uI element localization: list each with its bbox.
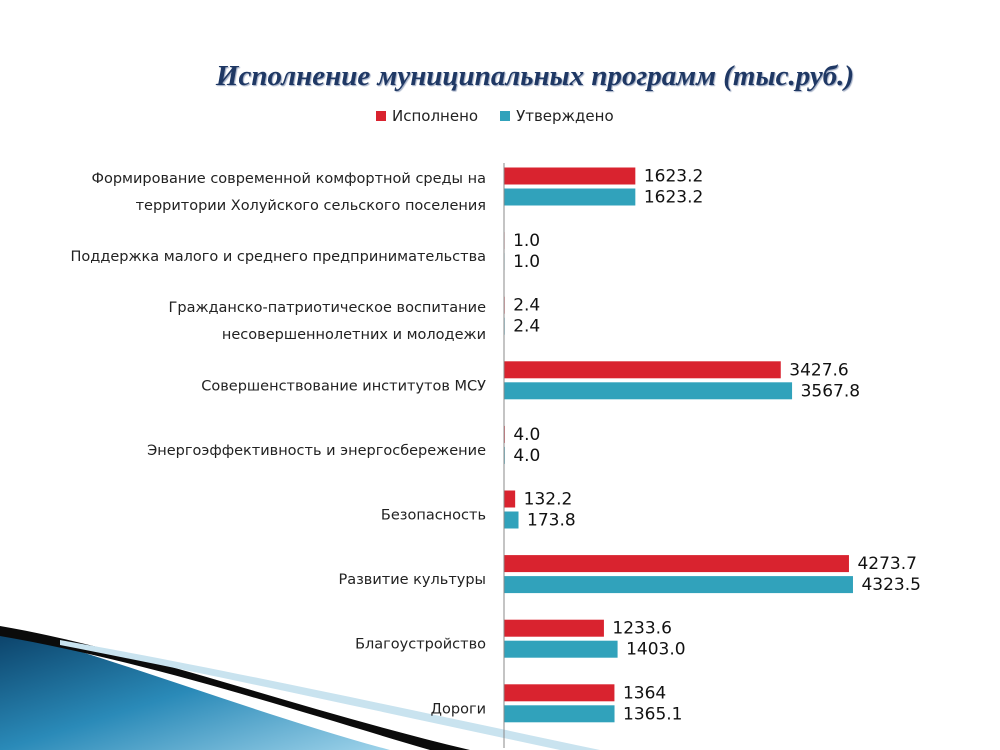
bar-executed xyxy=(504,684,615,702)
legend: Исполнено Утверждено xyxy=(376,107,636,125)
legend-swatch-executed xyxy=(376,111,386,121)
decorative-swoosh xyxy=(0,626,600,750)
value-label-approved: 1623.2 xyxy=(644,188,703,208)
category-label: Поддержка малого и среднего предпринимат… xyxy=(71,249,486,265)
legend-swatch-approved xyxy=(500,111,511,121)
value-label-approved: 173.8 xyxy=(527,511,576,531)
value-label-executed: 1364 xyxy=(623,683,666,703)
bar-approved xyxy=(504,188,636,206)
bar-executed xyxy=(504,361,781,379)
legend-label-approved: Утверждено xyxy=(516,107,614,125)
plot-area: Формирование современной комфортной сред… xyxy=(71,167,921,725)
value-label-executed: 3427.6 xyxy=(789,360,848,380)
value-label-executed: 1233.6 xyxy=(612,619,671,639)
category-label: Дороги xyxy=(431,701,486,717)
category-label: Совершенствование институтов МСУ xyxy=(201,378,486,394)
value-label-executed: 4273.7 xyxy=(857,554,916,574)
value-label-approved: 1365.1 xyxy=(623,704,682,724)
category-label: Формирование современной комфортной сред… xyxy=(91,171,486,214)
bar-approved xyxy=(504,640,618,658)
value-label-approved: 1403.0 xyxy=(626,640,685,660)
bar-approved xyxy=(504,382,793,400)
legend-item-executed: Исполнено xyxy=(376,107,478,125)
bar-executed xyxy=(504,555,849,573)
chart-title: Исполнение муниципальных программ (тыс.р… xyxy=(215,60,855,92)
value-label-approved: 3567.8 xyxy=(801,381,860,401)
value-label-executed: 132.2 xyxy=(524,490,573,510)
value-label-approved: 4.0 xyxy=(513,446,540,466)
bar-executed xyxy=(504,490,516,508)
value-label-executed: 4.0 xyxy=(513,425,540,445)
category-label: Благоустройство xyxy=(355,637,486,653)
value-label-approved: 2.4 xyxy=(513,317,540,337)
category-label: Развитие культуры xyxy=(338,572,486,588)
category-label: Гражданско-патриотическое воспитание несо… xyxy=(169,300,487,343)
bar-executed xyxy=(504,167,636,185)
value-label-executed: 1623.2 xyxy=(644,167,703,187)
value-label-executed: 2.4 xyxy=(513,296,540,316)
value-label-executed: 1.0 xyxy=(513,231,540,251)
bar-executed xyxy=(504,619,604,637)
bar-approved xyxy=(504,576,853,594)
category-label: Безопасность xyxy=(381,508,486,524)
legend-label-executed: Исполнено xyxy=(392,107,479,125)
legend-item-approved: Утверждено xyxy=(500,107,614,125)
value-label-approved: 1.0 xyxy=(513,252,540,272)
category-label: Энергоэффективность и энергосбережение xyxy=(147,443,486,459)
bar-approved xyxy=(504,511,519,529)
bar-approved xyxy=(504,705,615,723)
value-label-approved: 4323.5 xyxy=(861,575,920,595)
